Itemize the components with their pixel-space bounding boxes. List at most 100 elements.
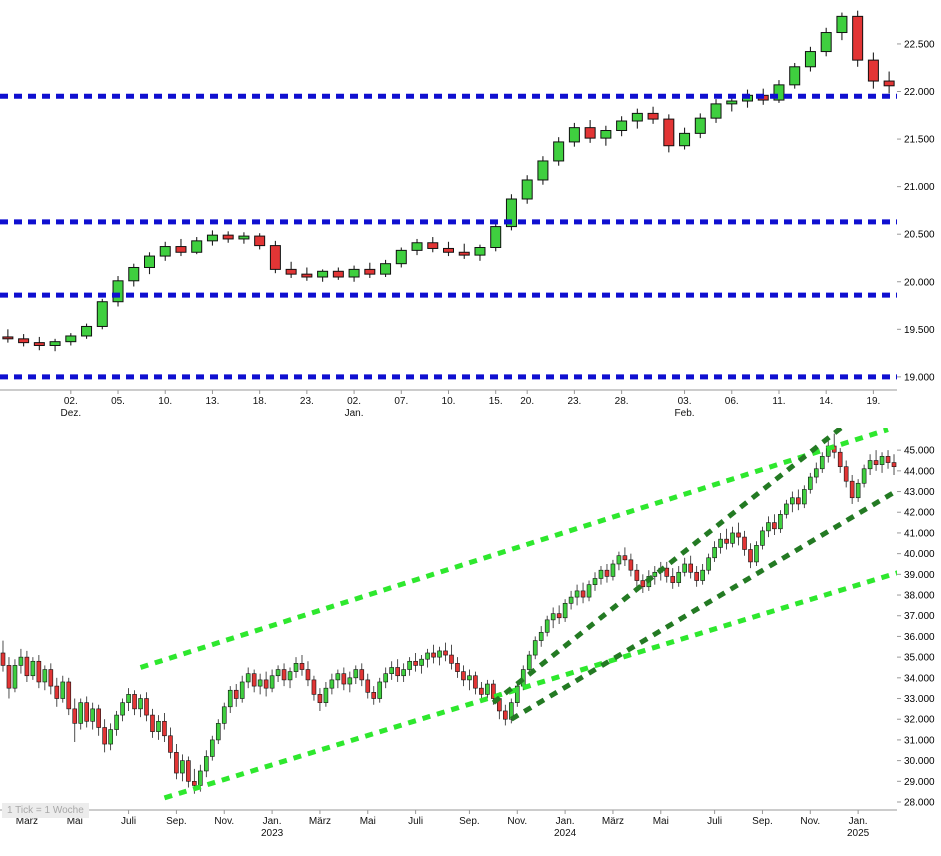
candle-up	[65, 335, 77, 343]
candle-up	[754, 545, 759, 563]
candle-down	[96, 708, 101, 728]
candle-up	[574, 590, 580, 598]
candle-down	[233, 689, 239, 699]
candle-up	[275, 669, 281, 677]
candle-up	[532, 640, 538, 656]
x-axis-label: 19.	[866, 396, 880, 407]
y-axis-label: 32.000	[904, 715, 935, 726]
candle-up	[553, 141, 565, 162]
y-axis-label: 45.000	[904, 446, 935, 457]
candle-up	[706, 557, 711, 571]
x-axis-label: Mai	[653, 816, 669, 827]
candle-down	[33, 342, 45, 346]
candle-up	[710, 103, 722, 119]
y-axis-label: 41.000	[904, 528, 935, 539]
candle-up	[12, 665, 18, 689]
x-axis-label: März	[309, 816, 331, 827]
y-axis-label: 37.000	[904, 611, 935, 622]
candle-down	[479, 687, 484, 695]
candle-up	[467, 675, 472, 681]
x-axis-label: Jan.	[849, 816, 868, 827]
candle-up	[694, 117, 706, 134]
x-axis-label: 02.	[347, 396, 361, 407]
candle-up	[855, 482, 861, 499]
x-axis-label: 13.	[205, 396, 219, 407]
candle-up	[407, 660, 412, 670]
tick-interval-label: 1 Tick = 1 Woche	[7, 805, 84, 816]
y-axis-label: 30.000	[904, 756, 935, 767]
candle-down	[305, 669, 311, 681]
candle-up	[437, 650, 442, 658]
candle-down	[724, 538, 729, 544]
candle-up	[112, 280, 124, 303]
x-axis-label: 18.	[253, 396, 267, 407]
candle-down	[736, 532, 741, 538]
candle-down	[867, 59, 879, 82]
candle-up	[789, 66, 801, 86]
candle-down	[0, 652, 6, 666]
x-axis-label: 06.	[725, 396, 739, 407]
candle-up	[317, 270, 329, 278]
candle-down	[883, 80, 895, 87]
candle-down	[473, 675, 478, 689]
x-axis-label: Jan.	[556, 816, 575, 827]
candle-up	[819, 456, 825, 470]
candle-up	[616, 555, 622, 565]
candle-down	[843, 466, 849, 482]
candle-up	[159, 246, 171, 257]
y-axis-label: 31.000	[904, 735, 935, 746]
candle-down	[647, 112, 659, 120]
candle-up	[377, 681, 383, 699]
x-axis-label: Sep.	[752, 816, 773, 827]
candle-up	[879, 456, 885, 465]
y-axis-label: 42.000	[904, 508, 935, 519]
candle-down	[395, 667, 400, 677]
candle-up	[42, 669, 48, 683]
x-axis-label: 07.	[394, 396, 408, 407]
candle-up	[144, 255, 155, 268]
candle-down	[622, 555, 628, 561]
candle-up	[221, 706, 227, 724]
y-axis-label: 19.500	[904, 325, 935, 336]
candle-down	[36, 660, 42, 683]
candle-up	[198, 770, 203, 786]
candle-up	[598, 569, 604, 579]
candle-up	[419, 658, 424, 666]
candle-down	[269, 245, 281, 270]
candle-up	[401, 669, 406, 677]
y-axis-label: 20.500	[904, 230, 935, 241]
candle-down	[873, 460, 879, 465]
candle-up	[329, 679, 335, 689]
candle-down	[885, 456, 891, 463]
candle-down	[132, 694, 137, 710]
x-axis-label: Sep.	[166, 816, 187, 827]
candle-up	[215, 723, 221, 741]
x-axis-label: Juli	[121, 816, 136, 827]
candle-down	[852, 15, 864, 61]
candle-up	[425, 652, 430, 660]
candle-up	[90, 708, 95, 722]
candle-down	[150, 714, 155, 732]
candle-up	[227, 689, 233, 708]
candle-down	[332, 270, 344, 278]
candle-up	[49, 341, 61, 346]
candle-down	[796, 497, 801, 505]
candle-up	[474, 247, 486, 256]
x-axis-label: 05.	[111, 396, 125, 407]
candle-up	[138, 698, 143, 710]
candle-down	[742, 536, 747, 550]
candle-up	[544, 619, 550, 633]
candle-up	[568, 127, 580, 143]
candle-down	[364, 268, 376, 275]
candle-down	[174, 752, 179, 774]
candle-up	[804, 51, 816, 68]
x-axis-sublabel: 2023	[261, 828, 284, 839]
candle-down	[175, 246, 187, 253]
candle-up	[383, 673, 389, 683]
candle-up	[766, 522, 771, 532]
candle-down	[458, 251, 470, 256]
x-axis-label: 10.	[158, 396, 172, 407]
candle-down	[168, 735, 173, 753]
candle-down	[584, 127, 596, 139]
candle-down	[461, 671, 466, 681]
